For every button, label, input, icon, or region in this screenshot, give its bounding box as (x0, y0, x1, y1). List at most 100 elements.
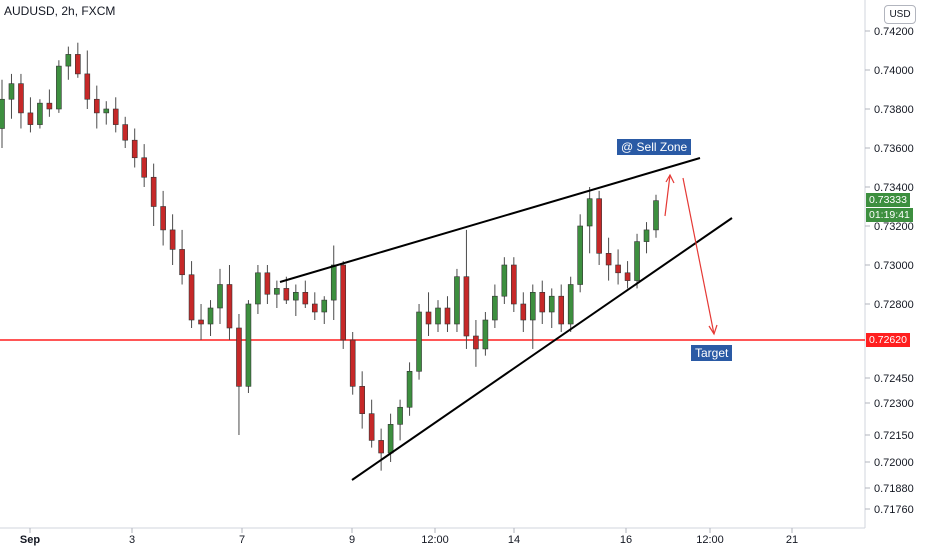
price-tick-label: 0.72000 (874, 457, 914, 469)
time-tick-label: 7 (239, 534, 245, 546)
candle-body (46, 102, 53, 110)
candle-body (122, 124, 129, 141)
countdown-tag: 01:19:41 (866, 208, 913, 222)
candle-body (653, 200, 659, 231)
up-arrow-head (665, 173, 675, 184)
candle-body (454, 276, 460, 325)
candle-body (188, 274, 195, 321)
candle-body (283, 288, 290, 301)
candle-body (340, 264, 347, 341)
candle-body (141, 157, 147, 178)
wedge-lower-line (351, 217, 733, 481)
price-tick-label: 0.71760 (874, 504, 914, 516)
sell-zone-label: @ Sell Zone (617, 139, 692, 155)
candle-body (56, 65, 62, 110)
price-tick-label: 0.73400 (874, 182, 914, 194)
candle-body (18, 83, 24, 114)
candle-body (27, 112, 34, 125)
candle-body (150, 176, 157, 207)
candle-body (198, 319, 204, 325)
candle-body (112, 108, 119, 125)
candle-body (586, 198, 593, 227)
current-price-tag: 0.73333 (866, 193, 910, 207)
candle-body (330, 264, 337, 301)
candle-body (37, 102, 43, 125)
candle-body (103, 108, 110, 114)
symbol-title: AUDUSD, 2h, FXCM (4, 4, 116, 18)
candle-body (264, 272, 271, 295)
candle-body (435, 307, 441, 325)
candle-body (473, 335, 479, 350)
candle-body (349, 339, 356, 387)
price-tick-label: 0.73200 (874, 221, 914, 233)
candle-body (548, 295, 555, 313)
candle-body (179, 249, 185, 276)
candle-body (511, 264, 517, 305)
candle-body (463, 276, 470, 337)
candle-body (416, 311, 422, 372)
candle-body (65, 54, 72, 67)
down-arrow-line (682, 177, 715, 335)
candle-body (520, 303, 527, 321)
candle-body (558, 295, 565, 325)
candle-body (596, 198, 602, 254)
candle-body (359, 386, 365, 414)
candle-body (615, 264, 621, 274)
candle-body (539, 291, 546, 313)
price-tick-label: 0.74000 (874, 65, 914, 77)
time-tick-label: 12:00 (696, 534, 724, 546)
up-arrow-line (664, 174, 671, 217)
price-tick-label: 0.72450 (874, 373, 914, 385)
candle-body (93, 98, 100, 114)
candle-body (425, 311, 432, 325)
currency-button[interactable]: USD (884, 5, 916, 24)
candle-body (293, 291, 299, 301)
time-tick-label: 21 (786, 534, 798, 546)
wedge-upper-line (279, 157, 701, 283)
price-tick-label: 0.73600 (874, 143, 914, 155)
candle-body (406, 370, 413, 408)
candle-body (321, 299, 328, 313)
candle-body (492, 295, 498, 321)
candle-body (226, 284, 233, 329)
candle-body (207, 307, 214, 325)
candle-body (84, 73, 91, 100)
candle-body (75, 54, 81, 75)
candle-body (217, 284, 223, 309)
candle-body (160, 206, 166, 231)
candle-body (169, 229, 176, 250)
candle-body (529, 291, 536, 321)
candle-body (8, 83, 15, 100)
candle-body (634, 241, 640, 281)
time-tick-label: 16 (620, 534, 632, 546)
support-price-tag: 0.72620 (866, 333, 910, 347)
candle-body (131, 139, 138, 159)
time-tick-label: 12:00 (421, 534, 449, 546)
candle-body (387, 424, 394, 454)
time-tick-label: 14 (508, 534, 520, 546)
candle-body (444, 307, 451, 325)
candle-body (482, 319, 489, 350)
candle-body (397, 406, 403, 425)
candle-body (501, 264, 508, 297)
price-tick-label: 0.72800 (874, 299, 914, 311)
price-tick-label: 0.74200 (874, 26, 914, 38)
target-label: Target (691, 345, 733, 361)
candle-body (302, 291, 309, 305)
time-tick-label: Sep (20, 534, 40, 546)
price-tick-label: 0.73000 (874, 260, 914, 272)
candle-body (236, 327, 242, 387)
price-tick-label: 0.73800 (874, 104, 914, 116)
candle-body (311, 303, 318, 313)
candle-body (643, 229, 650, 242)
candle-body (368, 413, 375, 441)
candle-body (577, 225, 583, 285)
candle-body (605, 253, 612, 266)
candle-body (624, 272, 631, 281)
candle-body (0, 98, 5, 129)
candle-body (245, 303, 252, 387)
candle-body (274, 288, 280, 295)
price-tick-label: 0.72300 (874, 398, 914, 410)
